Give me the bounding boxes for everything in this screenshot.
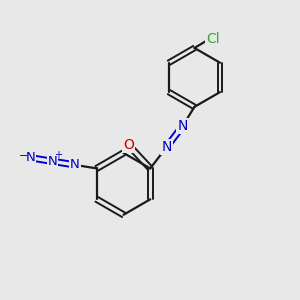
Text: N: N xyxy=(48,155,57,168)
Text: O: O xyxy=(123,138,134,152)
Text: +: + xyxy=(54,150,62,160)
Text: Cl: Cl xyxy=(206,32,220,46)
Text: N: N xyxy=(178,119,188,133)
Text: −: − xyxy=(18,151,28,161)
Text: N: N xyxy=(26,151,35,164)
Text: N: N xyxy=(161,140,172,154)
Text: N: N xyxy=(70,158,80,171)
